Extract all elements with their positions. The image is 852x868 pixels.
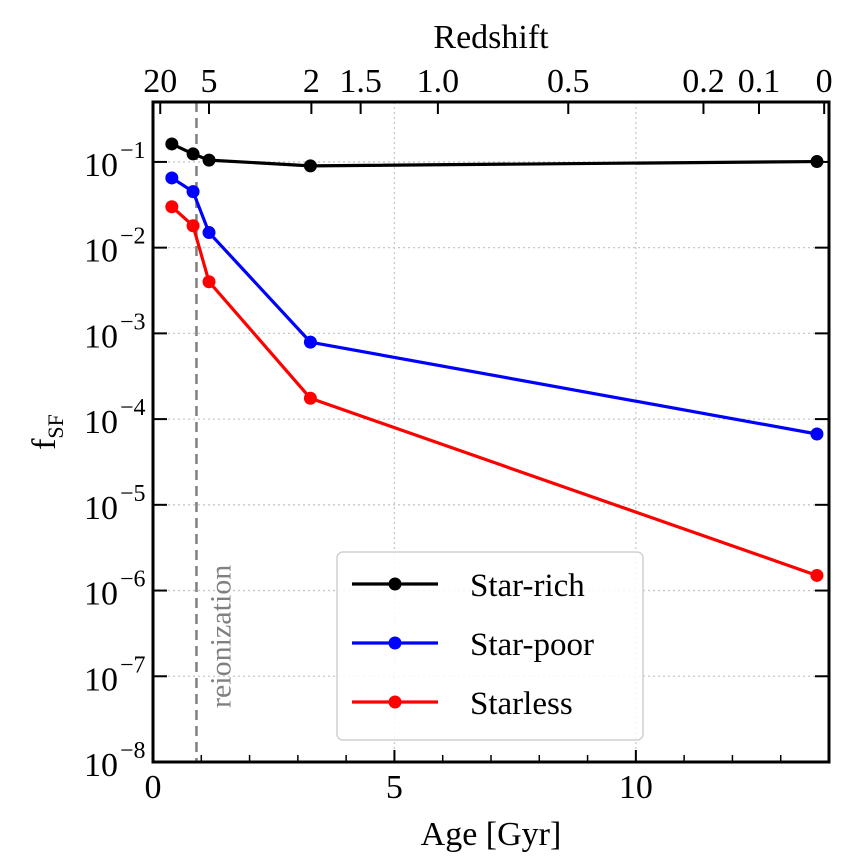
y-tick-exponent: −2 [120, 224, 146, 250]
top-axis-tick-label: 1.5 [339, 63, 382, 100]
reionization-label: reionization [204, 565, 237, 708]
data-point [303, 335, 317, 349]
y-tick-exponent: −7 [120, 652, 146, 678]
data-point [202, 153, 216, 167]
top-axis-title: Redshift [433, 19, 549, 56]
top-axis-tick-label: 0.1 [738, 63, 781, 100]
data-point [810, 568, 824, 582]
y-tick-exponent: −6 [120, 567, 146, 593]
series-star-rich [165, 137, 824, 173]
y-tick-label: 10 [84, 661, 118, 698]
x-tick-label: 10 [619, 769, 653, 806]
y-tick-label: 10 [84, 576, 118, 613]
series-layer [165, 137, 824, 582]
top-axis-tick-label: 0.2 [682, 63, 725, 100]
legend-item-star-rich: Star-rich [352, 568, 585, 604]
series-star-poor [165, 171, 824, 441]
reionization-marker: reionization [195, 102, 237, 762]
legend-item-starless: Starless [352, 686, 573, 722]
x-axis-title: Age [Gyr] [421, 816, 562, 853]
y-axis-title-main: f [26, 438, 63, 450]
y-tick-label: 10 [84, 490, 118, 527]
y-tick-label: 10 [84, 747, 118, 784]
x-tick-label: 5 [386, 769, 403, 806]
y-tick-exponent: −8 [120, 738, 146, 764]
y-tick-exponent: −5 [120, 481, 146, 507]
series-line [170, 176, 818, 436]
data-point [202, 275, 216, 289]
legend-label: Starless [470, 686, 573, 722]
ticks [152, 102, 829, 763]
legend: Star-rich Star-poor Starless [336, 551, 644, 741]
data-point [303, 391, 317, 405]
legend-swatch-marker [388, 695, 402, 709]
data-point [186, 185, 200, 199]
top-axis-tick-label: 0 [816, 63, 833, 100]
svg-text:fSF: fSF [26, 414, 68, 450]
x-tick-label: 0 [145, 769, 162, 806]
y-tick-label: 10 [84, 233, 118, 270]
data-point [165, 137, 179, 151]
y-tick-exponent: −1 [120, 138, 146, 164]
data-point [202, 226, 216, 240]
y-tick-label: 10 [84, 147, 118, 184]
legend-swatch-marker [388, 636, 402, 650]
series-starless [165, 200, 824, 582]
data-point [186, 147, 200, 161]
series-line [170, 205, 818, 577]
data-point [303, 159, 317, 173]
data-point [810, 427, 824, 441]
y-tick-exponent: −4 [120, 395, 146, 421]
top-axis-tick-label: 0.5 [547, 63, 590, 100]
top-axis-tick-label: 1.0 [417, 63, 460, 100]
y-tick-label: 10 [84, 318, 118, 355]
data-point [165, 200, 179, 214]
top-axis-tick-label: 2 [303, 63, 320, 100]
data-point [186, 219, 200, 233]
legend-label: Star-poor [470, 627, 594, 663]
y-tick-label: 10 [84, 404, 118, 441]
legend-label: Star-rich [470, 568, 585, 604]
data-point [165, 171, 179, 185]
y-axis-title: fSF [26, 414, 68, 450]
legend-swatch-marker [388, 577, 402, 591]
legend-item-star-poor: Star-poor [352, 627, 594, 663]
y-tick-exponent: −3 [120, 309, 146, 335]
top-axis-tick-label: 5 [201, 63, 218, 100]
legend-box [336, 551, 644, 741]
y-axis-title-subscript: SF [43, 414, 68, 438]
top-axis-tick-label: 20 [143, 63, 177, 100]
